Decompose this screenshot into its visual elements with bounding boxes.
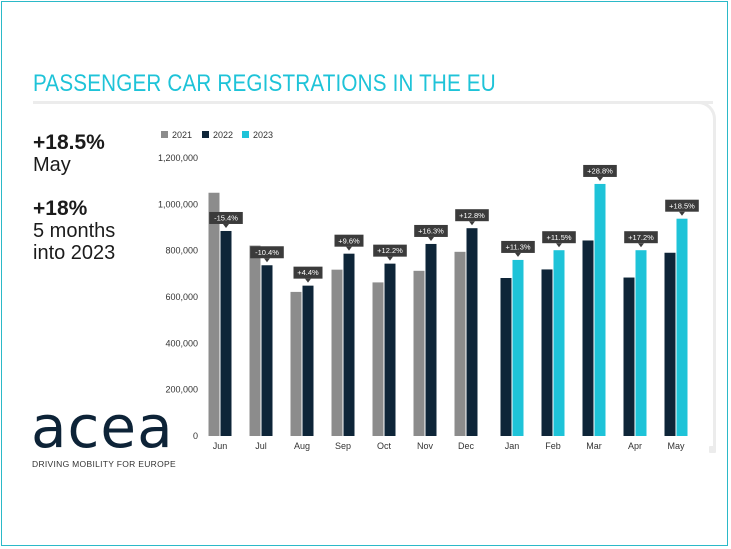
y-tick-label: 600,000 xyxy=(165,292,198,302)
change-label-pointer xyxy=(638,243,644,248)
bar-nov-2022 xyxy=(425,243,437,436)
bar-dec-2022 xyxy=(466,228,478,436)
change-label-jul: -10.4% xyxy=(255,248,279,257)
bar-jun-2022 xyxy=(220,230,232,436)
bar-jul-2021 xyxy=(249,245,261,436)
legend-swatch-2023 xyxy=(242,131,249,138)
change-label-box xyxy=(293,266,323,279)
change-label-box xyxy=(250,246,284,259)
legend-swatch-2021 xyxy=(161,131,168,138)
x-tick-label: Feb xyxy=(545,441,561,451)
stat-ytd-value: +18% xyxy=(33,197,88,220)
stat-ytd: +18% 5 months into 2023 xyxy=(33,197,115,264)
change-label-oct: +12.2% xyxy=(377,246,403,255)
bar-jul-2022 xyxy=(261,265,273,436)
bar-aug-2022 xyxy=(302,285,314,436)
change-label-mar: +28.8% xyxy=(587,167,613,176)
x-tick-label: Jul xyxy=(255,441,267,451)
bar-jan-2022 xyxy=(500,278,512,436)
change-label-box xyxy=(624,231,658,244)
bar-oct-2022 xyxy=(384,263,396,436)
stat-may-caption: May xyxy=(33,154,71,176)
bar-apr-2022 xyxy=(623,277,635,436)
change-label-sep: +9.6% xyxy=(338,236,360,245)
change-label-jun: -15.4% xyxy=(214,214,238,223)
bar-aug-2021 xyxy=(290,291,302,436)
change-label-box xyxy=(455,209,489,222)
change-label-box xyxy=(501,240,535,253)
bar-mar-2023 xyxy=(594,183,606,436)
y-tick-label: 1,000,000 xyxy=(158,199,198,209)
change-label-box xyxy=(414,224,448,237)
bar-dec-2021 xyxy=(454,251,466,436)
x-tick-label: Dec xyxy=(458,441,475,451)
y-tick-label: 1,200,000 xyxy=(158,153,198,163)
change-label-aug: +4.4% xyxy=(297,268,319,277)
change-label-pointer xyxy=(428,236,434,241)
x-tick-label: Jan xyxy=(505,441,520,451)
change-label-pointer xyxy=(223,223,229,228)
bar-sep-2021 xyxy=(331,269,343,436)
bar-sep-2022 xyxy=(343,253,355,436)
y-tick-label: 200,000 xyxy=(165,385,198,395)
bar-may-2022 xyxy=(664,252,676,436)
bar-feb-2023 xyxy=(553,250,565,436)
change-label-box xyxy=(334,234,364,247)
y-tick-label: 800,000 xyxy=(165,246,198,256)
page-title: PASSENGER CAR REGISTRATIONS IN THE EU xyxy=(33,70,496,97)
change-label-pointer xyxy=(305,278,311,283)
change-label-feb: +11.5% xyxy=(546,233,571,242)
panel-border-end xyxy=(709,446,716,453)
x-tick-label: Apr xyxy=(628,441,642,451)
change-label-jan: +11.3% xyxy=(505,243,530,252)
x-tick-label: Aug xyxy=(294,441,310,451)
change-label-pointer xyxy=(597,176,603,181)
acea-logo: acea xyxy=(31,393,174,461)
stat-may: +18.5% May xyxy=(33,131,105,176)
change-label-pointer xyxy=(469,221,475,226)
bar-jan-2023 xyxy=(512,259,524,436)
y-tick-label: 400,000 xyxy=(165,338,198,348)
x-tick-label: Sep xyxy=(335,441,351,451)
bar-oct-2021 xyxy=(372,282,384,436)
change-label-pointer xyxy=(346,246,352,251)
change-label-pointer xyxy=(387,256,393,261)
change-label-pointer xyxy=(515,252,521,257)
change-label-may: +18.5% xyxy=(669,201,695,210)
legend-label-2022: 2022 xyxy=(213,130,233,140)
x-tick-label: Mar xyxy=(586,441,602,451)
change-label-pointer xyxy=(679,211,685,216)
bar-apr-2023 xyxy=(635,250,647,436)
logo-tagline: DRIVING MOBILITY FOR EUROPE xyxy=(32,459,176,469)
y-tick-label: 0 xyxy=(193,431,198,441)
legend-label-2021: 2021 xyxy=(172,130,192,140)
change-label-apr: +17.2% xyxy=(628,233,654,242)
x-tick-label: Jun xyxy=(213,441,228,451)
change-label-box xyxy=(373,244,407,257)
stat-ytd-caption-line2: into 2023 xyxy=(33,242,116,264)
chart-panel-border xyxy=(150,101,716,451)
change-label-nov: +16.3% xyxy=(418,227,444,236)
stat-ytd-caption-line1: 5 months xyxy=(33,220,116,242)
bar-nov-2021 xyxy=(413,270,425,436)
x-tick-label: May xyxy=(667,441,685,451)
legend-label-2023: 2023 xyxy=(253,130,273,140)
x-tick-label: Nov xyxy=(417,441,434,451)
x-tick-label: Oct xyxy=(377,441,392,451)
bar-may-2023 xyxy=(676,218,688,436)
change-label-pointer xyxy=(556,243,562,248)
change-label-box xyxy=(665,199,699,212)
bar-jun-2021 xyxy=(208,192,220,436)
stat-may-value: +18.5% xyxy=(33,131,105,154)
change-label-pointer xyxy=(264,258,270,263)
change-label-dec: +12.8% xyxy=(459,211,485,220)
change-label-box xyxy=(542,231,576,244)
bar-feb-2022 xyxy=(541,269,553,436)
bar-mar-2022 xyxy=(582,240,594,436)
legend-swatch-2022 xyxy=(202,131,209,138)
change-label-box xyxy=(583,164,617,177)
change-label-box xyxy=(209,211,243,224)
